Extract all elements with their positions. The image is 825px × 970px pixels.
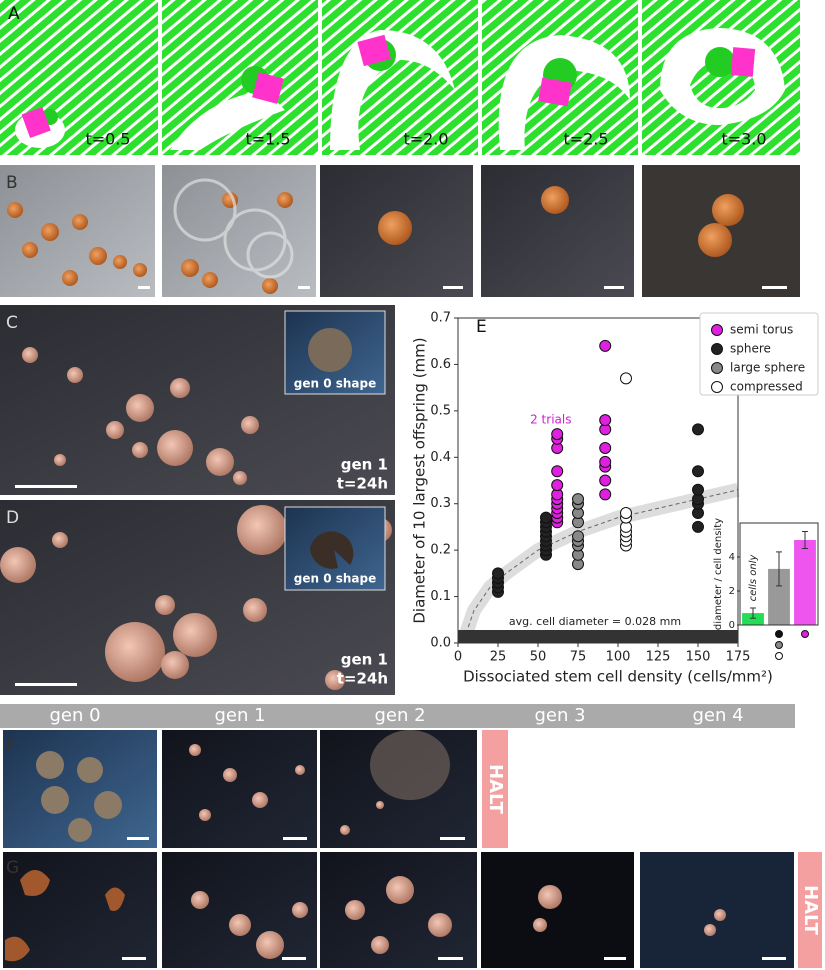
y-tick-label: 4 xyxy=(729,552,735,563)
y-tick-label: 0.1 xyxy=(430,589,451,604)
y-tick-label: 0.7 xyxy=(430,311,451,326)
generation-header: gen 2 xyxy=(374,705,425,726)
y-tick-label: 2 xyxy=(729,586,735,597)
y-tick-label: 0.4 xyxy=(430,450,451,465)
generation-header: gen 3 xyxy=(534,705,585,726)
point xyxy=(620,507,632,519)
cell-annotation: avg. cell diameter = 0.028 mm xyxy=(509,615,681,628)
x-tick-label: 0 xyxy=(454,650,462,665)
point xyxy=(551,428,564,441)
x-axis-label: Dissociated stem cell density (cells/mm²… xyxy=(463,668,773,686)
x-tick-label: 125 xyxy=(646,650,671,665)
panel-label: E xyxy=(476,317,487,337)
x-tick-label: 75 xyxy=(570,650,587,665)
generation-header: gen 4 xyxy=(692,705,743,726)
inset-frame xyxy=(739,522,819,626)
legend-marker xyxy=(711,381,723,393)
x-tick-label: 150 xyxy=(686,650,711,665)
point xyxy=(540,511,552,524)
legend-label: semi torus xyxy=(730,323,793,337)
point xyxy=(572,530,584,543)
y-tick-label: 0.2 xyxy=(430,543,451,558)
y-tick-label: 0.3 xyxy=(430,496,451,511)
x-tick-label: 25 xyxy=(490,650,507,665)
point xyxy=(551,479,564,492)
time-label: t=24h xyxy=(337,475,388,493)
cell-diameter-bar xyxy=(458,630,738,643)
time-label: t=2.5 xyxy=(563,130,608,149)
panel-label: D xyxy=(6,508,19,528)
point xyxy=(599,474,612,487)
panel-b xyxy=(0,165,800,297)
legend-label: large sphere xyxy=(730,361,805,375)
time-label: t=2.0 xyxy=(403,130,448,149)
time-label: t=3.0 xyxy=(721,130,766,149)
legend-marker xyxy=(711,362,723,374)
halt-label: HALT xyxy=(800,885,821,935)
inset-label: gen 0 shape xyxy=(294,377,377,391)
point xyxy=(599,442,612,454)
point xyxy=(551,465,564,478)
y-tick-label: 0 xyxy=(729,620,735,631)
y-tick-label: 0.0 xyxy=(430,636,451,651)
bar xyxy=(794,540,816,625)
point xyxy=(492,567,504,580)
point xyxy=(599,488,612,501)
y-tick-label: 0.5 xyxy=(430,403,451,418)
x-tick-label: 100 xyxy=(606,650,631,665)
generation-label: gen 1 xyxy=(341,456,388,474)
legend-marker xyxy=(711,324,723,336)
x-tick-label: 50 xyxy=(530,650,547,665)
point xyxy=(692,520,704,533)
panel-label: F xyxy=(6,736,16,756)
point xyxy=(572,493,584,506)
panel-label: G xyxy=(6,858,19,878)
panel-c-d xyxy=(0,305,395,695)
bar-annotation: cells only xyxy=(748,554,759,602)
point xyxy=(692,465,704,478)
fit-line xyxy=(465,489,739,634)
legend-label: sphere xyxy=(730,342,771,356)
trials-annotation: 2 trials xyxy=(530,413,571,427)
category-symbol xyxy=(801,630,809,638)
x-tick-label: 175 xyxy=(726,650,751,665)
point xyxy=(692,423,704,436)
time-label: t=1.5 xyxy=(245,130,290,149)
legend-box xyxy=(699,312,819,396)
inset-label: gen 0 shape xyxy=(294,572,377,586)
category-symbol xyxy=(775,652,783,660)
point xyxy=(599,455,612,468)
panel-label: C xyxy=(6,313,18,333)
plot-frame xyxy=(457,317,739,644)
category-symbol xyxy=(775,630,783,638)
bar xyxy=(768,568,790,625)
generation-header: gen 0 xyxy=(49,705,100,726)
halt-label: HALT xyxy=(485,764,506,814)
point xyxy=(599,414,612,427)
category-symbol xyxy=(775,641,783,649)
legend-label: compressed xyxy=(730,380,803,394)
generation-label: gen 1 xyxy=(341,651,388,669)
time-label: t=0.5 xyxy=(85,130,130,149)
panel-label: B xyxy=(6,173,18,193)
inset-y-label: diameter / cell density xyxy=(713,518,724,630)
point xyxy=(692,483,704,496)
y-axis-label: Diameter of 10 largest offspring (mm) xyxy=(411,337,429,623)
point xyxy=(620,372,632,385)
panel-f-g xyxy=(3,730,822,968)
generation-header: gen 1 xyxy=(214,705,265,726)
panel-a xyxy=(0,0,800,155)
y-tick-label: 0.6 xyxy=(430,357,451,372)
legend-marker xyxy=(711,343,723,355)
panel-label: A xyxy=(8,4,20,24)
bar xyxy=(742,613,764,625)
gen-header xyxy=(0,704,795,728)
time-label: t=24h xyxy=(337,670,388,688)
point xyxy=(599,339,612,352)
